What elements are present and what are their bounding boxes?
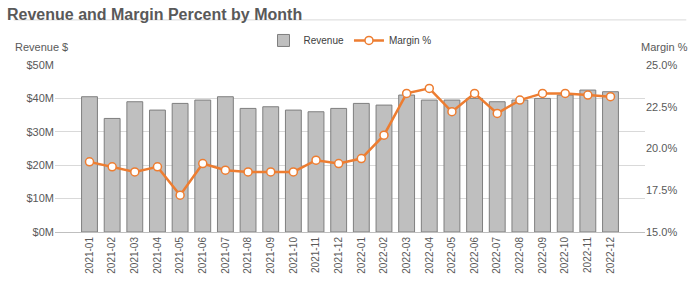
svg-text:$30M: $30M xyxy=(26,126,54,138)
svg-text:2021-12: 2021-12 xyxy=(333,237,344,274)
svg-text:2022-07: 2022-07 xyxy=(491,237,502,274)
svg-text:Margin %: Margin % xyxy=(641,41,688,53)
svg-text:20.0%: 20.0% xyxy=(646,142,677,154)
svg-text:2021-04: 2021-04 xyxy=(152,237,163,274)
svg-text:2022-12: 2022-12 xyxy=(605,237,616,274)
svg-text:Revenue and Margin Percent by: Revenue and Margin Percent by Month xyxy=(7,6,302,23)
svg-text:2021-09: 2021-09 xyxy=(265,237,276,274)
svg-text:$50M: $50M xyxy=(26,59,54,71)
svg-text:2022-02: 2022-02 xyxy=(378,237,389,274)
svg-text:2021-08: 2021-08 xyxy=(242,237,253,274)
svg-text:2021-11: 2021-11 xyxy=(310,237,321,273)
svg-text:2021-10: 2021-10 xyxy=(288,237,299,274)
svg-text:$0M: $0M xyxy=(33,226,54,238)
svg-text:25.0%: 25.0% xyxy=(646,59,677,71)
svg-text:2021-01: 2021-01 xyxy=(84,237,95,274)
svg-text:Margin %: Margin % xyxy=(389,35,431,46)
svg-text:$10M: $10M xyxy=(26,192,54,204)
svg-text:Revenue $: Revenue $ xyxy=(15,41,68,53)
svg-text:17.5%: 17.5% xyxy=(646,184,677,196)
svg-text:22.5%: 22.5% xyxy=(646,101,677,113)
svg-text:Revenue: Revenue xyxy=(304,35,344,46)
svg-text:$40M: $40M xyxy=(26,92,54,104)
svg-text:2022-10: 2022-10 xyxy=(559,237,570,274)
svg-text:2022-04: 2022-04 xyxy=(424,237,435,274)
svg-text:2021-07: 2021-07 xyxy=(220,237,231,274)
svg-text:2021-03: 2021-03 xyxy=(129,237,140,274)
svg-text:2021-02: 2021-02 xyxy=(106,237,117,274)
svg-text:2021-05: 2021-05 xyxy=(174,237,185,274)
svg-text:2022-03: 2022-03 xyxy=(401,237,412,274)
svg-text:2022-08: 2022-08 xyxy=(514,237,525,274)
svg-text:2022-06: 2022-06 xyxy=(469,237,480,274)
svg-text:2022-01: 2022-01 xyxy=(356,237,367,274)
svg-text:2022-05: 2022-05 xyxy=(446,237,457,274)
svg-text:2021-06: 2021-06 xyxy=(197,237,208,274)
svg-text:$20M: $20M xyxy=(26,159,54,171)
svg-text:2022-11: 2022-11 xyxy=(582,237,593,273)
svg-text:2022-09: 2022-09 xyxy=(537,237,548,274)
svg-text:15.0%: 15.0% xyxy=(646,226,677,238)
